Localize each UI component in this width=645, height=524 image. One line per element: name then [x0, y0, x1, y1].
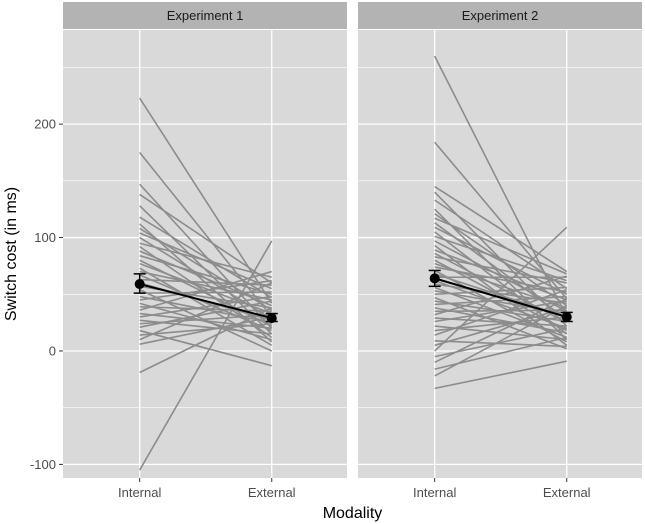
- mean-point: [134, 279, 145, 290]
- panel-background-1: [63, 30, 347, 478]
- x-tick-label: External: [248, 485, 296, 500]
- subject-line: [434, 317, 567, 327]
- subject-line: [434, 269, 568, 343]
- subject-line: [138, 240, 273, 471]
- y-tick-label: 0: [49, 343, 56, 358]
- subject-line: [139, 242, 272, 279]
- subject-line: [434, 256, 567, 284]
- strip-experiment-1: [63, 2, 347, 29]
- subject-line: [434, 279, 568, 330]
- subject-line: [139, 250, 273, 307]
- x-tick-label: External: [543, 485, 591, 500]
- subject-line: [434, 339, 567, 348]
- subject-line: [434, 304, 568, 377]
- strip-label-experiment-2: Experiment 2: [462, 8, 539, 23]
- subject-line: [139, 282, 273, 341]
- panel-experiment-2: Experiment 2: [358, 2, 642, 478]
- y-axis-title: Switch cost (in ms): [3, 187, 20, 321]
- subject-line: [434, 283, 567, 305]
- subject-line: [139, 307, 273, 374]
- subject-line: [434, 213, 568, 307]
- y-tick-label: 100: [34, 230, 56, 245]
- gridlines-1: [63, 30, 347, 478]
- subject-line: [434, 185, 568, 273]
- y-axis: -100 0 100 200: [30, 117, 63, 472]
- y-tick-label: 200: [34, 117, 56, 132]
- x-tick-label: Internal: [413, 485, 456, 500]
- subject-line: [434, 235, 567, 282]
- strip-label-experiment-1: Experiment 1: [167, 8, 244, 23]
- x-tick-label: Internal: [118, 485, 161, 500]
- subject-line: [434, 288, 567, 336]
- strip-experiment-2: [358, 2, 642, 29]
- subject-line: [139, 300, 272, 328]
- subject-line: [139, 305, 272, 313]
- subject-line: [434, 307, 567, 347]
- mean-connector: [434, 277, 568, 318]
- mean-connector: [139, 283, 272, 320]
- x-axis-title: Modality: [323, 505, 383, 522]
- mean-line-1: [133, 273, 278, 324]
- subject-line: [434, 217, 568, 275]
- subject-line: [139, 151, 273, 318]
- subject-line: [139, 193, 273, 284]
- x-axis-experiment-2: Internal External: [413, 478, 591, 500]
- y-tick-label: -100: [30, 457, 56, 472]
- subject-line: [434, 275, 567, 316]
- mean-line-2: [428, 269, 573, 323]
- subject-line: [139, 270, 272, 301]
- subject-line: [434, 226, 568, 352]
- subject-line: [434, 360, 567, 390]
- subject-line: [434, 298, 568, 364]
- x-axis-experiment-1: Internal External: [118, 478, 296, 500]
- subject-line: [139, 295, 272, 318]
- subject-line: [139, 254, 272, 296]
- subject-line: [139, 316, 272, 345]
- subject-line: [434, 300, 567, 323]
- panel-experiment-1: Experiment 1: [63, 2, 347, 478]
- subject-line: [139, 329, 272, 367]
- subject-lines-1: [138, 97, 273, 471]
- mean-point: [561, 311, 572, 322]
- subject-line: [434, 249, 568, 301]
- mean-point: [429, 273, 440, 284]
- subject-line: [434, 307, 567, 334]
- subject-line: [434, 286, 567, 296]
- panel-background-2: [358, 30, 642, 478]
- mean-point: [266, 313, 277, 324]
- subject-line: [139, 322, 272, 336]
